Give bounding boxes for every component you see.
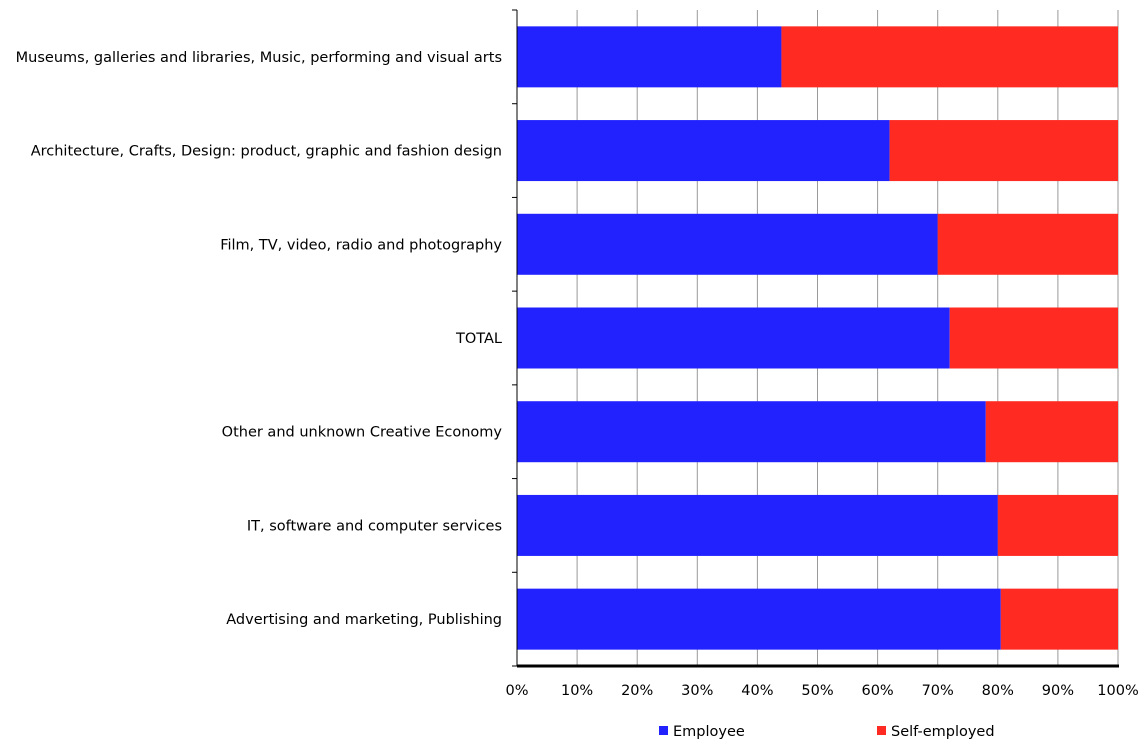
bar-self-employed bbox=[985, 401, 1118, 463]
bar-employee bbox=[517, 307, 950, 369]
x-tick-label: 50% bbox=[801, 683, 833, 699]
bar-self-employed bbox=[997, 494, 1118, 556]
x-tick-label: 40% bbox=[741, 683, 773, 699]
bar-employee bbox=[517, 588, 1001, 650]
bar-employee bbox=[517, 26, 782, 88]
category-label: IT, software and computer services bbox=[247, 518, 502, 534]
legend-label-employee: Employee bbox=[673, 724, 745, 740]
bar-self-employed bbox=[949, 307, 1118, 369]
bar-self-employed bbox=[781, 26, 1118, 88]
category-label: Advertising and marketing, Publishing bbox=[226, 612, 502, 628]
x-tick-label: 90% bbox=[1042, 683, 1074, 699]
legend-label-self-employed: Self-employed bbox=[891, 724, 995, 740]
x-tick-label: 80% bbox=[982, 683, 1014, 699]
labels: Museums, galleries and libraries, Music,… bbox=[16, 50, 1139, 699]
category-label: Other and unknown Creative Economy bbox=[222, 425, 503, 441]
legend-swatch-employee bbox=[659, 726, 668, 735]
bar-employee bbox=[517, 494, 998, 556]
bar-employee bbox=[517, 213, 938, 275]
category-label: Museums, galleries and libraries, Music,… bbox=[16, 50, 502, 66]
bars bbox=[517, 26, 1118, 650]
legend-swatch-self-employed bbox=[877, 726, 886, 735]
x-tick-label: 10% bbox=[561, 683, 593, 699]
bar-employee bbox=[517, 401, 986, 463]
axes bbox=[512, 9, 1119, 668]
category-label: Film, TV, video, radio and photography bbox=[220, 237, 502, 253]
x-tick-label: 60% bbox=[861, 683, 893, 699]
x-tick-label: 100% bbox=[1097, 683, 1138, 699]
bar-self-employed bbox=[937, 213, 1118, 275]
x-tick-label: 70% bbox=[922, 683, 954, 699]
legend: Employee Self-employed bbox=[659, 724, 995, 740]
category-label: Architecture, Crafts, Design: product, g… bbox=[31, 144, 502, 160]
bar-self-employed bbox=[1000, 588, 1118, 650]
x-tick-label: 20% bbox=[621, 683, 653, 699]
x-tick-label: 0% bbox=[505, 683, 528, 699]
bar-self-employed bbox=[889, 120, 1118, 182]
category-label: TOTAL bbox=[455, 331, 502, 347]
bar-employee bbox=[517, 120, 890, 182]
x-tick-label: 30% bbox=[681, 683, 713, 699]
